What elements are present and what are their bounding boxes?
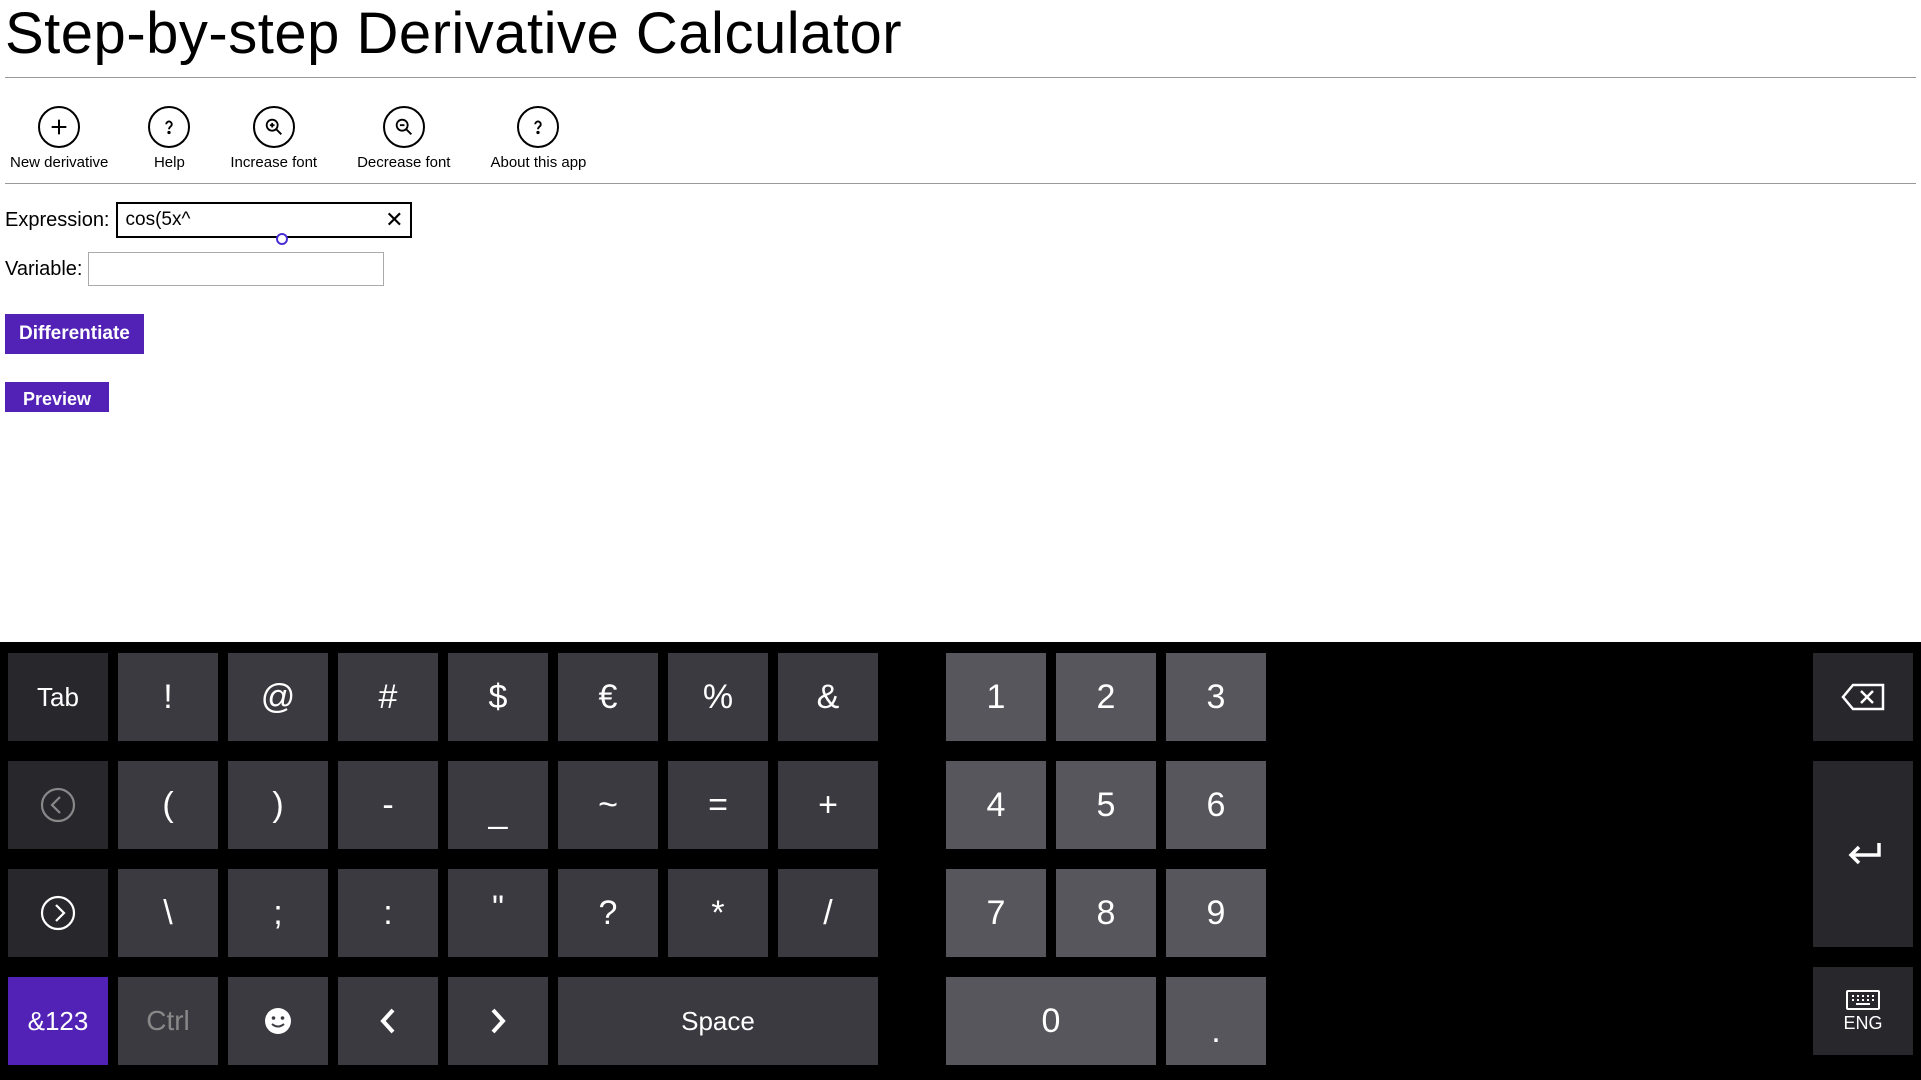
form-area: Expression: ✕ Variable: Differentiate Pr… [0, 184, 1921, 412]
question-icon [148, 106, 190, 148]
key-question[interactable]: ? [558, 869, 658, 957]
key-quote[interactable]: " [448, 869, 548, 957]
key-5[interactable]: 5 [1056, 761, 1156, 849]
key-rparen[interactable]: ) [228, 761, 328, 849]
key-language-label: ENG [1843, 1013, 1882, 1034]
forward-arrow-circle-icon [39, 894, 77, 932]
key-dollar[interactable]: $ [448, 653, 548, 741]
key-3[interactable]: 3 [1166, 653, 1266, 741]
key-backspace[interactable] [1813, 653, 1913, 741]
key-dot[interactable]: . [1166, 977, 1266, 1065]
help-label: Help [154, 154, 185, 171]
key-2[interactable]: 2 [1056, 653, 1156, 741]
key-tilde[interactable]: ~ [558, 761, 658, 849]
key-0[interactable]: 0 [946, 977, 1156, 1065]
differentiate-button[interactable]: Differentiate [5, 314, 144, 354]
preview-tab[interactable]: Preview [5, 382, 109, 412]
enter-icon [1843, 839, 1883, 869]
key-backslash[interactable]: \ [118, 869, 218, 957]
key-minus[interactable]: - [338, 761, 438, 849]
key-percent[interactable]: % [668, 653, 768, 741]
key-at[interactable]: @ [228, 653, 328, 741]
plus-icon [38, 106, 80, 148]
question-icon [517, 106, 559, 148]
key-plus[interactable]: + [778, 761, 878, 849]
increase-font-button[interactable]: Increase font [230, 106, 317, 171]
zoom-in-icon [253, 106, 295, 148]
backspace-icon [1839, 681, 1887, 713]
expression-label: Expression: [5, 209, 110, 232]
key-tab[interactable]: Tab [8, 653, 108, 741]
key-7[interactable]: 7 [946, 869, 1046, 957]
chevron-left-icon [377, 1006, 399, 1036]
key-ampersand[interactable]: & [778, 653, 878, 741]
decrease-font-button[interactable]: Decrease font [357, 106, 450, 171]
key-language[interactable]: ENG [1813, 967, 1913, 1055]
key-mode-toggle[interactable]: &123 [8, 977, 108, 1065]
key-exclaim[interactable]: ! [118, 653, 218, 741]
key-hash[interactable]: # [338, 653, 438, 741]
zoom-out-icon [383, 106, 425, 148]
key-1[interactable]: 1 [946, 653, 1046, 741]
key-page-back[interactable] [8, 761, 108, 849]
chevron-right-icon [487, 1006, 509, 1036]
variable-label: Variable: [5, 258, 82, 281]
about-button[interactable]: About this app [490, 106, 586, 171]
key-ctrl[interactable]: Ctrl [118, 977, 218, 1065]
clear-expression-button[interactable]: ✕ [385, 209, 403, 231]
key-colon[interactable]: : [338, 869, 438, 957]
key-4[interactable]: 4 [946, 761, 1046, 849]
key-enter[interactable] [1813, 761, 1913, 947]
emoji-icon [263, 1006, 293, 1036]
key-underscore[interactable]: _ [448, 761, 548, 849]
on-screen-keyboard: Tab ! @ # $ € % & ( ) - _ ~ = + \ ; [0, 642, 1921, 1080]
key-equals[interactable]: = [668, 761, 768, 849]
key-cursor-right[interactable] [448, 977, 548, 1065]
about-label: About this app [490, 154, 586, 171]
key-slash[interactable]: / [778, 869, 878, 957]
key-euro[interactable]: € [558, 653, 658, 741]
toolbar: New derivative Help Increase font Decrea… [0, 78, 1921, 183]
increase-font-label: Increase font [230, 154, 317, 171]
text-cursor-handle[interactable] [276, 233, 288, 245]
key-semicolon[interactable]: ; [228, 869, 328, 957]
key-cursor-left[interactable] [338, 977, 438, 1065]
key-space[interactable]: Space [558, 977, 878, 1065]
key-page-forward[interactable] [8, 869, 108, 957]
new-derivative-button[interactable]: New derivative [10, 106, 108, 171]
page-title: Step-by-step Derivative Calculator [0, 0, 1921, 77]
key-6[interactable]: 6 [1166, 761, 1266, 849]
help-button[interactable]: Help [148, 106, 190, 171]
key-8[interactable]: 8 [1056, 869, 1156, 957]
variable-input[interactable] [88, 252, 384, 286]
key-9[interactable]: 9 [1166, 869, 1266, 957]
keyboard-icon [1845, 989, 1881, 1011]
key-lparen[interactable]: ( [118, 761, 218, 849]
key-emoji[interactable] [228, 977, 328, 1065]
expression-input[interactable] [116, 202, 412, 238]
new-derivative-label: New derivative [10, 154, 108, 171]
decrease-font-label: Decrease font [357, 154, 450, 171]
back-arrow-circle-icon [39, 786, 77, 824]
key-asterisk[interactable]: * [668, 869, 768, 957]
